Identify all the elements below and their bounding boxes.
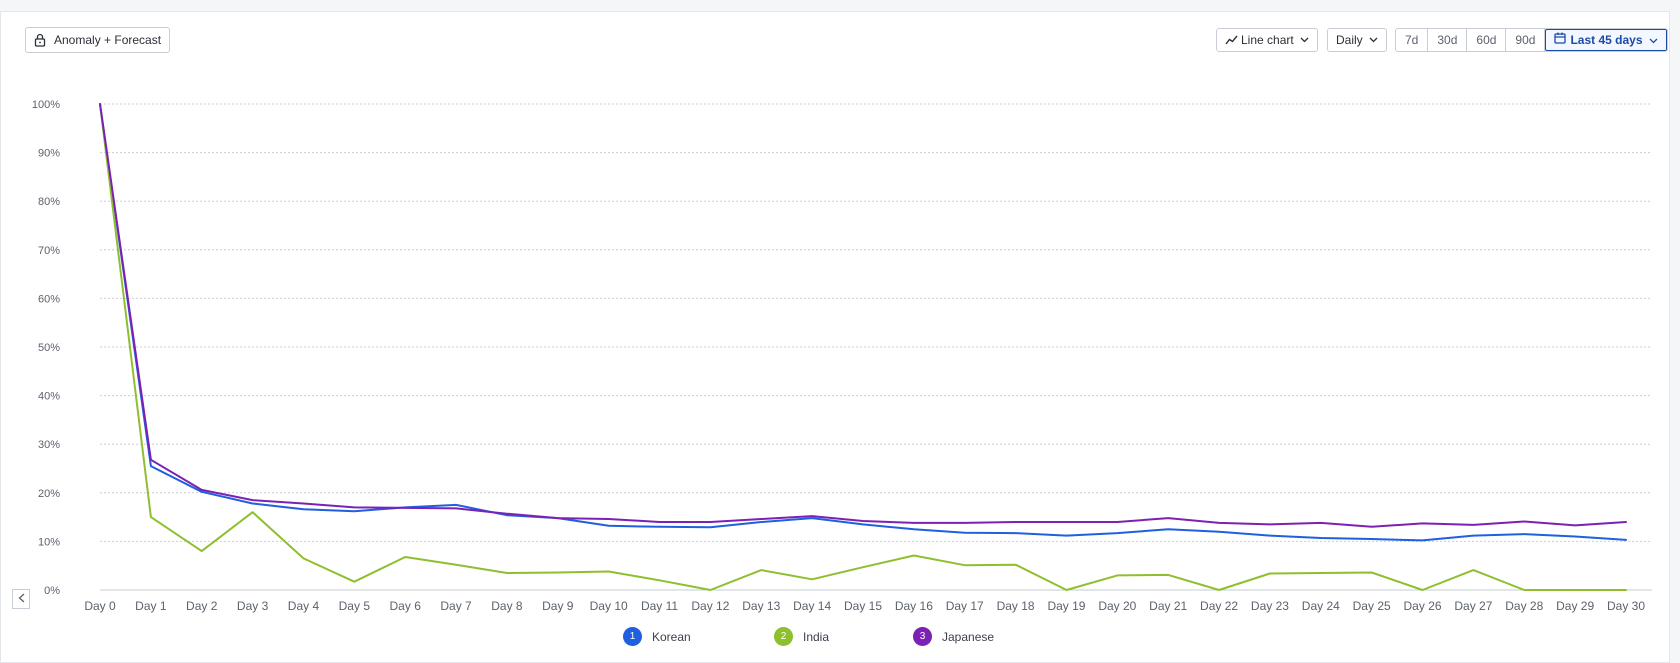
x-tick-label: Day 20 bbox=[1098, 599, 1136, 613]
x-tick-label: Day 23 bbox=[1251, 599, 1289, 613]
x-tick-label: Day 27 bbox=[1454, 599, 1492, 613]
x-tick-label: Day 21 bbox=[1149, 599, 1187, 613]
y-tick-label: 30% bbox=[38, 439, 60, 451]
y-tick-label: 90% bbox=[38, 148, 60, 160]
x-tick-label: Day 0 bbox=[84, 599, 116, 613]
x-tick-label: Day 9 bbox=[542, 599, 574, 613]
x-tick-label: Day 16 bbox=[895, 599, 933, 613]
x-tick-label: Day 22 bbox=[1200, 599, 1238, 613]
y-tick-label: 50% bbox=[38, 342, 60, 354]
x-tick-label: Day 5 bbox=[339, 599, 371, 613]
line-chart-icon bbox=[1225, 35, 1238, 45]
series-line-korean[interactable] bbox=[99, 103, 1627, 542]
x-tick-label: Day 3 bbox=[237, 599, 269, 613]
chart-type-dropdown[interactable]: Line chart bbox=[1216, 28, 1318, 52]
chevron-down-icon bbox=[1649, 29, 1658, 51]
date-range-selector: 7d 30d 60d 90d Last 45 days bbox=[1395, 28, 1668, 52]
x-tick-label: Day 8 bbox=[491, 599, 523, 613]
y-axis: 0% 10% 20% 30% 40% 50% 60% 70% 80% 90% 100% bbox=[32, 99, 60, 597]
y-tick-label: 70% bbox=[38, 245, 60, 257]
x-tick-label: Day 4 bbox=[288, 599, 320, 613]
legend-label: Korean bbox=[652, 629, 691, 644]
chevron-down-icon bbox=[1369, 37, 1378, 43]
y-tick-label: 0% bbox=[44, 585, 60, 597]
range-30d-button[interactable]: 30d bbox=[1428, 29, 1468, 51]
series-line-japanese[interactable] bbox=[99, 103, 1627, 528]
x-tick-label: Day 15 bbox=[844, 599, 882, 613]
x-tick-label: Day 1 bbox=[135, 599, 167, 613]
range-60d-button[interactable]: 60d bbox=[1467, 29, 1507, 51]
calendar-icon bbox=[1554, 29, 1567, 51]
x-tick-label: Day 14 bbox=[793, 599, 831, 613]
range-last-45-days-button[interactable]: Last 45 days bbox=[1545, 29, 1667, 51]
chevron-left-icon bbox=[18, 590, 25, 608]
y-tick-label: 10% bbox=[38, 536, 60, 548]
x-tick-label: Day 13 bbox=[742, 599, 780, 613]
chevron-down-icon bbox=[1300, 37, 1309, 43]
chart-panel bbox=[0, 11, 1670, 663]
x-tick-label: Day 26 bbox=[1404, 599, 1442, 613]
x-axis: Day 0 Day 1 Day 2 Day 3 Day 4 Day 5 Day 6 Day 7… bbox=[84, 599, 1645, 613]
series-lines bbox=[99, 103, 1627, 591]
x-tick-label: Day 19 bbox=[1047, 599, 1085, 613]
anomaly-forecast-button[interactable]: Anomaly + Forecast bbox=[25, 27, 171, 53]
legend-label: Japanese bbox=[942, 629, 995, 644]
legend-marker: 2 bbox=[774, 627, 793, 646]
x-tick-label: Day 11 bbox=[641, 599, 678, 613]
range-7d-button[interactable]: 7d bbox=[1396, 29, 1429, 51]
legend-item-india[interactable]: 2 India bbox=[774, 627, 829, 646]
x-tick-label: Day 18 bbox=[997, 599, 1035, 613]
lock-icon bbox=[34, 33, 46, 47]
x-tick-label: Day 10 bbox=[590, 599, 628, 613]
x-tick-label: Day 7 bbox=[440, 599, 472, 613]
range-90d-button[interactable]: 90d bbox=[1506, 29, 1546, 51]
x-tick-label: Day 29 bbox=[1556, 599, 1594, 613]
y-tick-label: 20% bbox=[38, 488, 60, 500]
x-tick-label: Day 25 bbox=[1353, 599, 1391, 613]
legend-item-korean[interactable]: 1 Korean bbox=[623, 627, 691, 646]
series-line-india[interactable] bbox=[99, 103, 1627, 591]
collapse-sidebar-button[interactable] bbox=[12, 589, 30, 609]
legend-marker: 1 bbox=[623, 627, 642, 646]
active-range-label: Last 45 days bbox=[1570, 33, 1643, 47]
legend-item-japanese[interactable]: 3 Japanese bbox=[913, 627, 994, 646]
y-tick-label: 100% bbox=[32, 99, 60, 111]
y-tick-label: 40% bbox=[38, 391, 60, 403]
grid-lines bbox=[100, 103, 1652, 591]
anomaly-forecast-label: Anomaly + Forecast bbox=[54, 33, 162, 47]
interval-dropdown[interactable]: Daily bbox=[1327, 28, 1387, 52]
y-tick-label: 60% bbox=[38, 293, 60, 305]
chart-type-label: Line chart bbox=[1241, 33, 1294, 47]
x-tick-label: Day 2 bbox=[186, 599, 218, 613]
x-tick-label: Day 24 bbox=[1302, 599, 1340, 613]
x-tick-label: Day 30 bbox=[1607, 599, 1645, 613]
interval-label: Daily bbox=[1336, 33, 1363, 47]
x-tick-label: Day 28 bbox=[1505, 599, 1543, 613]
legend-label: India bbox=[803, 629, 830, 644]
x-tick-label: Day 12 bbox=[691, 599, 729, 613]
legend-marker: 3 bbox=[913, 627, 932, 646]
x-tick-label: Day 6 bbox=[390, 599, 422, 613]
y-tick-label: 80% bbox=[38, 196, 60, 208]
x-tick-label: Day 17 bbox=[946, 599, 984, 613]
